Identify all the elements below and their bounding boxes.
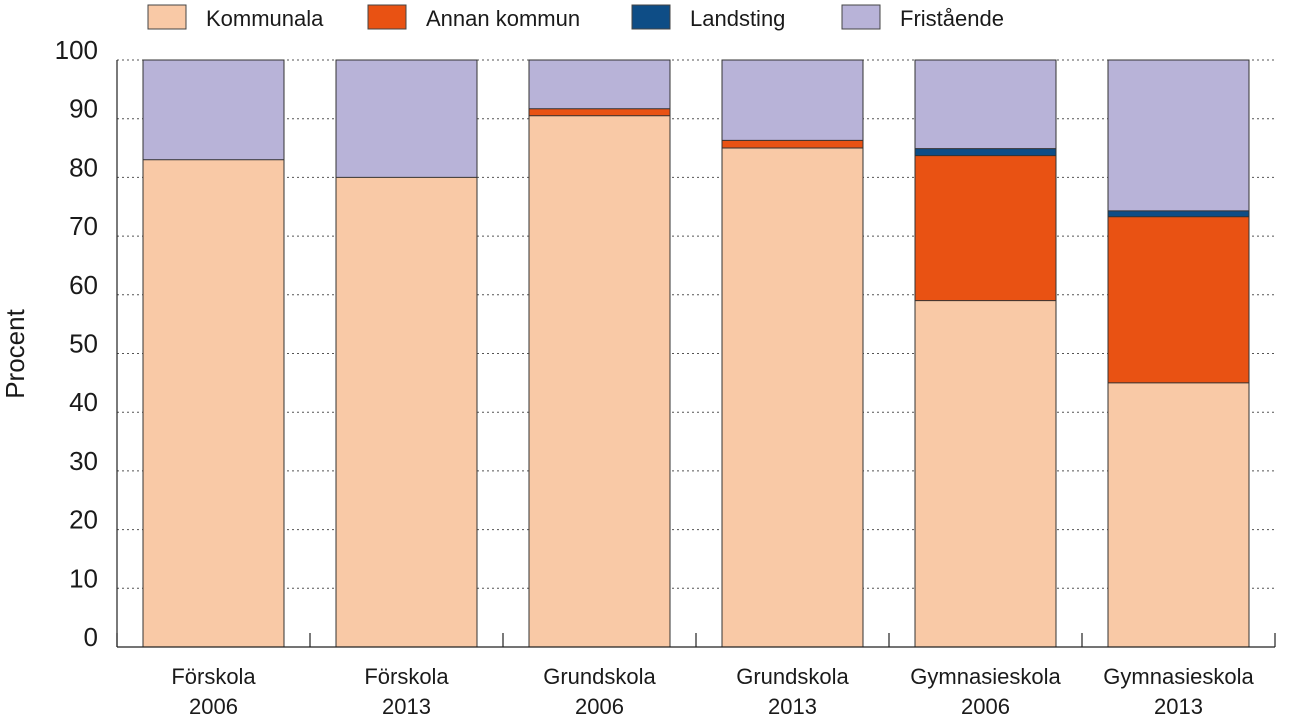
bar-segment-5-0 (1108, 382, 1249, 647)
x-tick-label-4-0: Gymnasieskola (910, 664, 1061, 689)
y-tick-label-50: 50 (69, 329, 98, 359)
bar-segment-4-1 (915, 155, 1056, 301)
bar-segment-2-1 (529, 108, 670, 116)
x-tick-label-1-1: 2013 (382, 694, 431, 719)
y-tick-label-60: 60 (69, 270, 98, 300)
y-tick-label-40: 40 (69, 387, 98, 417)
bar-segment-3-1 (722, 140, 863, 149)
x-tick-label-0-1: 2006 (189, 694, 238, 719)
bar-segment-4-2 (915, 148, 1056, 156)
y-tick-label-90: 90 (69, 94, 98, 124)
legend-swatch-3 (841, 4, 881, 30)
legend-swatch-2 (631, 4, 671, 30)
x-tick-labels: Förskola 2006 Förskola 2013 Grundskola 2006 Gr… (171, 664, 1254, 719)
axes (116, 60, 1276, 648)
legend-label-0: Kommunala (206, 6, 324, 31)
bar-segment-3-3 (722, 60, 863, 141)
bar-segment-4-3 (915, 60, 1056, 149)
bar-segment-1-0 (336, 177, 477, 647)
y-tick-label-80: 80 (69, 152, 98, 182)
bar-segment-0-0 (143, 159, 284, 648)
legend-swatch-1 (367, 4, 407, 30)
y-tick-label-100: 100 (55, 35, 98, 65)
x-tick-label-5-1: 2013 (1154, 694, 1203, 719)
bar-segment-2-0 (529, 115, 670, 647)
y-tick-label-20: 20 (69, 505, 98, 535)
y-tick-labels: 0 10 20 30 40 50 60 70 80 90 100 (55, 35, 98, 652)
legend-swatch-0 (147, 4, 187, 30)
bar-segment-1-3 (336, 60, 477, 178)
x-tick-label-1-0: Förskola (364, 664, 449, 689)
x-tick-label-3-0: Grundskola (736, 664, 849, 689)
x-tick-label-4-1: 2006 (961, 694, 1010, 719)
bar-segment-0-3 (143, 60, 284, 160)
bar-segment-5-2 (1108, 210, 1249, 217)
y-tick-label-10: 10 (69, 563, 98, 593)
bar-segment-5-3 (1108, 60, 1249, 211)
legend-label-1: Annan kommun (426, 6, 580, 31)
y-axis-label: Procent (0, 308, 30, 398)
x-tick-label-2-0: Grundskola (543, 664, 656, 689)
x-tick-label-2-1: 2006 (575, 694, 624, 719)
bar-segment-4-0 (915, 300, 1056, 647)
y-tick-label-70: 70 (69, 211, 98, 241)
x-tick-label-0-0: Förskola (171, 664, 256, 689)
bars (142, 59, 1250, 648)
bar-segment-3-0 (722, 148, 863, 648)
bar-segment-2-3 (529, 60, 670, 109)
x-tick-label-5-0: Gymnasieskola (1103, 664, 1254, 689)
x-tick-label-3-1: 2013 (768, 694, 817, 719)
y-tick-label-0: 0 (84, 622, 98, 652)
legend-label-3: Fristående (900, 6, 1004, 31)
legend-label-2: Landsting (690, 6, 785, 31)
gridlines (117, 59, 1275, 589)
legend: Kommunala Annan kommun Landsting Fristående (147, 4, 1004, 31)
y-tick-label-30: 30 (69, 446, 98, 476)
bar-segment-5-1 (1108, 216, 1249, 383)
